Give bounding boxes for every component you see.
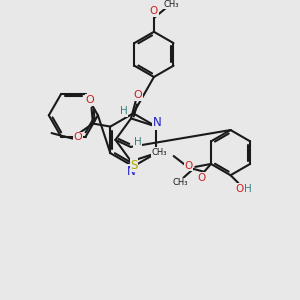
Text: H: H bbox=[134, 137, 141, 147]
Text: O: O bbox=[235, 184, 244, 194]
Text: CH₃: CH₃ bbox=[151, 148, 167, 157]
Text: H: H bbox=[120, 106, 127, 116]
Text: O: O bbox=[85, 95, 94, 105]
Text: O: O bbox=[74, 133, 82, 142]
Text: CH₃: CH₃ bbox=[164, 0, 179, 9]
Text: O: O bbox=[133, 90, 142, 100]
Text: CH₃: CH₃ bbox=[173, 178, 188, 187]
Text: N: N bbox=[153, 116, 162, 129]
Text: N: N bbox=[127, 165, 136, 178]
Text: O: O bbox=[197, 173, 205, 183]
Text: O: O bbox=[150, 6, 158, 16]
Text: H: H bbox=[244, 184, 252, 194]
Text: O: O bbox=[184, 161, 192, 171]
Text: S: S bbox=[130, 159, 138, 172]
